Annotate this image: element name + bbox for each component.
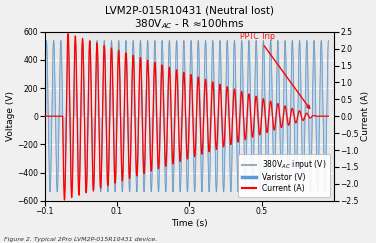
Title: LVM2P-015R10431 (Neutral lost)
380V$_{AC}$ - R ≈100hms: LVM2P-015R10431 (Neutral lost) 380V$_{AC… bbox=[105, 6, 274, 31]
Legend: 380V$_{AC}$ input (V), Varistor (V), Current (A): 380V$_{AC}$ input (V), Varistor (V), Cur… bbox=[238, 154, 330, 197]
Y-axis label: Voltage (V): Voltage (V) bbox=[6, 91, 15, 141]
Y-axis label: Current (A): Current (A) bbox=[361, 91, 370, 141]
Text: PPTC Trip: PPTC Trip bbox=[240, 32, 310, 108]
X-axis label: Time (s): Time (s) bbox=[171, 219, 208, 228]
Text: Figure 2. Typical 2Pro LVM2P-015R10431 device.: Figure 2. Typical 2Pro LVM2P-015R10431 d… bbox=[4, 237, 157, 242]
